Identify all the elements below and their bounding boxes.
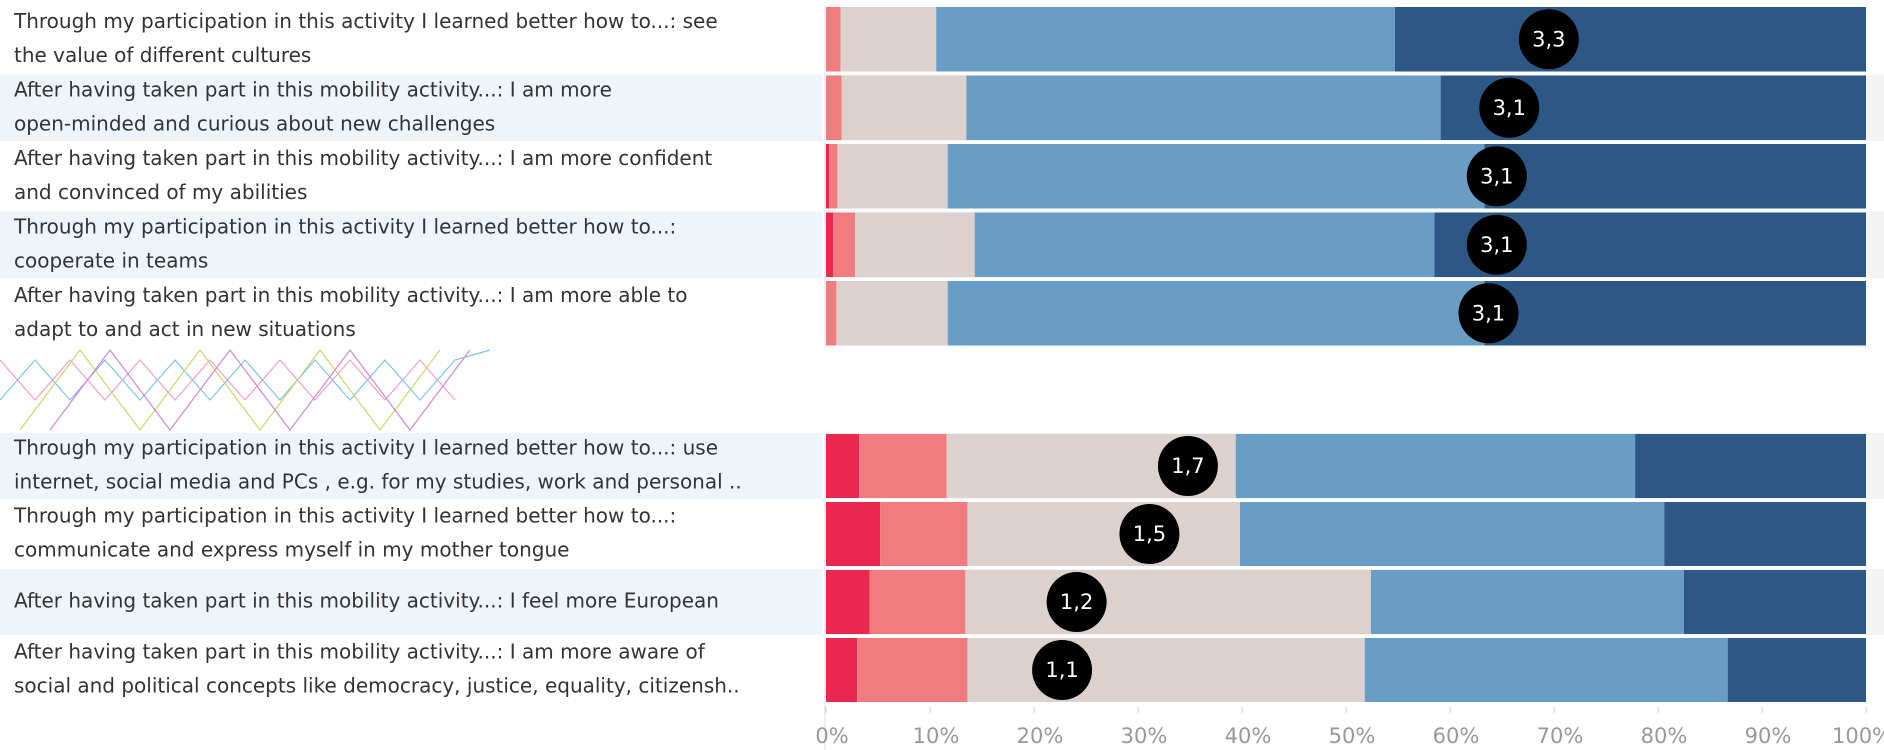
score-label: 3,1 <box>1480 233 1513 257</box>
x-tick-label: 90% <box>1745 724 1792 748</box>
bar-segment <box>1240 502 1664 566</box>
category-label: Through my participation in this activit… <box>13 9 718 33</box>
bar-segment <box>826 502 880 566</box>
bar-segment <box>857 638 967 702</box>
category-label: Through my participation in this activit… <box>13 504 676 528</box>
bar-segment <box>870 570 966 634</box>
bar-segment <box>936 7 1395 72</box>
bar-segment <box>1635 434 1866 498</box>
category-label: cooperate in teams <box>14 248 208 272</box>
category-label: open-minded and curious about new challe… <box>14 111 495 135</box>
category-label: communicate and express myself in my mot… <box>14 538 569 562</box>
x-tick-label: 40% <box>1225 724 1272 748</box>
x-tick-label: 50% <box>1329 724 1376 748</box>
x-tick-label: 0% <box>815 724 848 748</box>
score-label: 3,1 <box>1493 96 1526 120</box>
bar-segment <box>948 281 1485 346</box>
bar-segment <box>842 76 967 141</box>
bar-segment <box>1484 281 1866 346</box>
bar-segment <box>1728 638 1866 702</box>
bar-segment <box>826 281 836 346</box>
x-tick-label: 10% <box>913 724 960 748</box>
bar-segment <box>966 76 1440 141</box>
bar-segment <box>967 638 1364 702</box>
bar-segment <box>826 638 857 702</box>
bar-segment <box>826 144 829 209</box>
x-tick-label: 20% <box>1017 724 1064 748</box>
bar-segment <box>826 570 870 634</box>
bar-segment <box>1236 434 1635 498</box>
x-tick-label: 100% <box>1832 724 1884 748</box>
bar-segment <box>1371 570 1684 634</box>
category-label: internet, social media and PCs , e.g. fo… <box>14 470 742 494</box>
category-label: After having taken part in this mobility… <box>14 146 712 170</box>
bar-segment <box>1664 502 1866 566</box>
bar-segment <box>1395 7 1866 72</box>
bar-segment <box>836 281 947 346</box>
bar-segment <box>1365 638 1728 702</box>
bar-segment <box>826 213 833 278</box>
bar-segment <box>1484 144 1866 209</box>
score-label: 3,3 <box>1532 27 1565 51</box>
x-tick-label: 70% <box>1537 724 1584 748</box>
x-tick-label: 60% <box>1433 724 1480 748</box>
bar-segment <box>965 570 1371 634</box>
bar-segment <box>826 76 842 141</box>
bar-segment <box>826 434 859 498</box>
bar-segment <box>829 144 837 209</box>
bar-segment <box>967 502 1239 566</box>
x-tick-label: 30% <box>1121 724 1168 748</box>
bar-segment <box>1684 570 1866 634</box>
category-label: After having taken part in this mobility… <box>14 283 687 307</box>
bar-segment <box>837 144 947 209</box>
x-tick-label: 80% <box>1641 724 1688 748</box>
score-label: 1,2 <box>1060 590 1093 614</box>
category-label: After having taken part in this mobility… <box>14 77 612 101</box>
bar-segment <box>826 7 841 72</box>
category-label: After having taken part in this mobility… <box>14 640 706 664</box>
score-label: 1,7 <box>1171 454 1204 478</box>
bar-segment <box>975 213 1435 278</box>
category-label: After having taken part in this mobility… <box>14 589 719 613</box>
chart: Through my participation in this activit… <box>0 0 1884 750</box>
bar-segment <box>880 502 967 566</box>
bar-segment <box>859 434 946 498</box>
bar-segment <box>948 144 1485 209</box>
bar-segment <box>855 213 975 278</box>
score-label: 1,5 <box>1133 522 1166 546</box>
score-label: 3,1 <box>1472 301 1505 325</box>
category-label: social and political concepts like democ… <box>14 674 740 698</box>
category-label: Through my participation in this activit… <box>13 214 676 238</box>
category-label: Through my participation in this activit… <box>13 436 718 460</box>
bar-segment <box>841 7 937 72</box>
category-label: and convinced of my abilities <box>14 180 307 204</box>
category-label: the value of different cultures <box>14 43 311 67</box>
category-label: adapt to and act in new situations <box>14 317 356 341</box>
decor-pattern <box>0 350 490 430</box>
bar-segment <box>833 213 855 278</box>
score-label: 1,1 <box>1045 658 1078 682</box>
score-label: 3,1 <box>1480 164 1513 188</box>
